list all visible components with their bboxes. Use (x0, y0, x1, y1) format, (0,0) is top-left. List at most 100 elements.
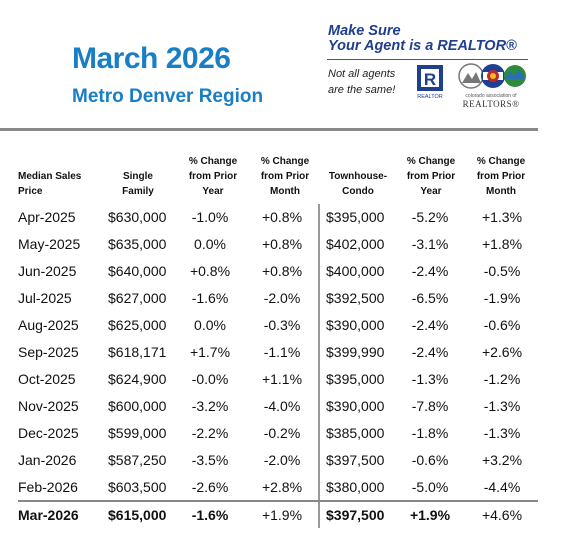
cell-single-family-price: $600,000 (108, 398, 167, 414)
cell-month: Feb-2026 (18, 479, 78, 495)
cell-th-change-year: -0.6% (411, 452, 449, 468)
promo-note-line1: Not all agents (328, 68, 396, 80)
cell-townhouse-price: $397,500 (326, 452, 385, 468)
table-row: Jan-2026 $587,250 -3.5% -2.0% $397,500 -… (18, 447, 536, 473)
colorado-association-realtors-logo: colorado association of REALTORS® (458, 63, 526, 109)
cell-sf-change-month: -2.0% (263, 452, 301, 468)
association-small-text: colorado association of (465, 93, 517, 99)
cell-townhouse-price: $380,000 (326, 479, 385, 495)
cell-month: Jun-2025 (18, 263, 77, 279)
cell-sf-change-year: -2.2% (191, 425, 229, 441)
cell-th-change-month: +1.8% (481, 236, 523, 252)
col-header-line: Townhouse- (328, 171, 388, 182)
col-header-townhouse-condo: Townhouse- Condo (320, 169, 396, 199)
cell-sf-change-month: -2.0% (263, 290, 301, 306)
cell-townhouse-price: $397,500 (326, 507, 385, 523)
cell-single-family-price: $618,171 (108, 344, 167, 360)
cell-th-change-month: +3.2% (481, 452, 523, 468)
cell-sf-change-year: -1.6% (191, 290, 229, 306)
promo-note-line2: are the same! (328, 84, 396, 96)
col-header-th-change-month: % Change from Prior Month (466, 154, 536, 199)
cell-sf-change-month: +2.8% (261, 479, 303, 495)
cell-sf-change-month: -0.3% (263, 317, 301, 333)
promo-divider (327, 59, 528, 60)
association-name-text: REALTORS® (463, 99, 520, 109)
col-header-line: % Change (188, 156, 238, 167)
cell-townhouse-price: $402,000 (326, 236, 385, 252)
cell-sf-change-month: +0.8% (261, 236, 303, 252)
cell-th-change-year: +1.9% (409, 507, 451, 523)
top-divider (0, 128, 538, 131)
cell-th-change-year: -1.8% (411, 425, 449, 441)
col-header-line: Year (420, 186, 442, 197)
cell-sf-change-year: -1.0% (191, 209, 229, 225)
table-row-current-month: Mar-2026 $615,000 -1.6% +1.9% $397,500 +… (18, 502, 536, 528)
col-header-th-change-year: % Change from Prior Year (396, 154, 466, 199)
cell-th-change-month: -1.3% (483, 398, 521, 414)
promo-headline-line2: Your Agent is a REALTOR® (328, 38, 517, 54)
col-header-line: Month (486, 186, 516, 197)
cell-sf-change-year: +0.8% (189, 263, 231, 279)
cell-month: Oct-2025 (18, 371, 76, 387)
col-header-line: % Change (260, 156, 310, 167)
cell-townhouse-price: $390,000 (326, 398, 385, 414)
col-header-sf-change-month: % Change from Prior Month (250, 154, 320, 199)
cell-single-family-price: $587,250 (108, 452, 167, 468)
cell-townhouse-price: $395,000 (326, 371, 385, 387)
cell-th-change-month: -0.5% (483, 263, 521, 279)
cell-sf-change-year: 0.0% (194, 236, 226, 252)
cell-th-change-year: -2.4% (411, 263, 449, 279)
cell-single-family-price: $599,000 (108, 425, 167, 441)
col-header-line: from Prior (188, 171, 238, 182)
cell-single-family-price: $603,500 (108, 479, 167, 495)
table-row: Jul-2025 $627,000 -1.6% -2.0% $392,500 -… (18, 285, 536, 311)
table-vertical-divider (318, 204, 320, 528)
promo-headline-line1: Make Sure (328, 23, 401, 39)
cell-month: Sep-2025 (18, 344, 79, 360)
cell-townhouse-price: $399,990 (326, 344, 385, 360)
table-row: Aug-2025 $625,000 0.0% -0.3% $390,000 -2… (18, 312, 536, 338)
cell-single-family-price: $635,000 (108, 236, 167, 252)
cell-sf-change-year: -1.6% (191, 507, 229, 523)
table-row: Feb-2026 $603,500 -2.6% +2.8% $380,000 -… (18, 474, 536, 500)
cell-th-change-year: -2.4% (411, 344, 449, 360)
cell-month: Jul-2025 (18, 290, 72, 306)
cell-th-change-year: -7.8% (411, 398, 449, 414)
cell-sf-change-year: -0.0% (191, 371, 229, 387)
col-header-line: % Change (406, 156, 456, 167)
cell-sf-change-year: -2.6% (191, 479, 229, 495)
cell-townhouse-price: $395,000 (326, 209, 385, 225)
cell-sf-change-year: 0.0% (194, 317, 226, 333)
cell-sf-change-month: -1.1% (263, 344, 301, 360)
col-header-line: from Prior (260, 171, 310, 182)
cell-single-family-price: $624,900 (108, 371, 167, 387)
cell-th-change-month: -1.9% (483, 290, 521, 306)
cell-th-change-year: -5.0% (411, 479, 449, 495)
cell-townhouse-price: $385,000 (326, 425, 385, 441)
realtor-r-letter: R (424, 70, 436, 89)
col-header-line: Condo (342, 186, 374, 197)
cell-th-change-month: -4.4% (483, 479, 521, 495)
cell-sf-change-month: +0.8% (261, 263, 303, 279)
cell-th-change-year: -3.1% (411, 236, 449, 252)
cell-month: Dec-2025 (18, 425, 79, 441)
cell-sf-change-year: -3.5% (191, 452, 229, 468)
cell-sf-change-month: +0.8% (261, 209, 303, 225)
col-header-line: Median Sales (18, 171, 82, 182)
cell-single-family-price: $627,000 (108, 290, 167, 306)
cell-th-change-month: -1.3% (483, 425, 521, 441)
col-header-line: Family (122, 186, 154, 197)
col-header-line: from Prior (406, 171, 456, 182)
col-header-median-sales-price: Median Sales Price (18, 169, 81, 199)
cell-th-change-year: -2.4% (411, 317, 449, 333)
col-header-sf-change-year: % Change from Prior Year (178, 154, 248, 199)
cell-month: Nov-2025 (18, 398, 79, 414)
cell-townhouse-price: $392,500 (326, 290, 385, 306)
realtor-mark-caption: REALTOR (417, 94, 442, 100)
col-header-line: Single (122, 171, 153, 182)
table-row: Oct-2025 $624,900 -0.0% +1.1% $395,000 -… (18, 366, 536, 392)
cell-townhouse-price: $390,000 (326, 317, 385, 333)
cell-th-change-month: +1.3% (481, 209, 523, 225)
table-row: Jun-2025 $640,000 +0.8% +0.8% $400,000 -… (18, 258, 536, 284)
cell-th-change-month: +2.6% (481, 344, 523, 360)
